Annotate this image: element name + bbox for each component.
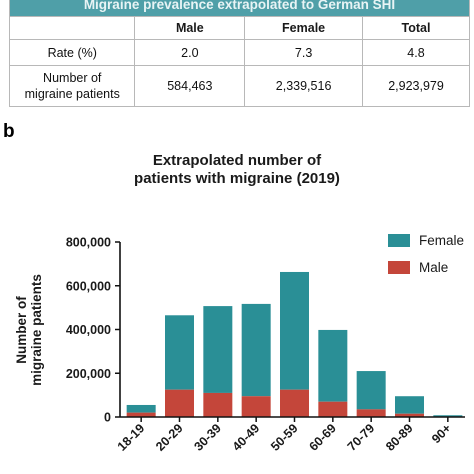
bar-male-80-89 bbox=[395, 413, 424, 417]
y-axis-label: Number ofmigraine patients bbox=[14, 274, 44, 386]
y-axis-label-line: migraine patients bbox=[29, 274, 44, 386]
bar-female-90+ bbox=[433, 415, 463, 417]
bar-male-40-49 bbox=[241, 396, 271, 417]
header-empty bbox=[8, 16, 136, 40]
bar-female-40-49 bbox=[241, 303, 271, 397]
legend-label-female: Female bbox=[419, 233, 464, 248]
bar-female-20-29 bbox=[165, 315, 194, 390]
row-label-rate: Rate (%) bbox=[8, 39, 136, 66]
table-row: Number of migraine patients 584,463 2,33… bbox=[8, 65, 471, 107]
y-axis-label-line: Number of bbox=[14, 296, 29, 364]
y-tick-label: 800,000 bbox=[66, 236, 111, 250]
x-tick-label: 40-49 bbox=[230, 421, 263, 454]
header-female: Female bbox=[244, 16, 363, 40]
cell-rate-male: 2.0 bbox=[134, 39, 246, 66]
y-tick-label: 600,000 bbox=[66, 279, 111, 293]
bars-group bbox=[126, 271, 463, 417]
bar-female-60-69 bbox=[318, 329, 348, 402]
legend-label-male: Male bbox=[419, 260, 448, 275]
row-label-number-line1: Number of bbox=[43, 71, 102, 85]
x-tick-label: 70-79 bbox=[345, 421, 378, 454]
x-tick-label: 50-59 bbox=[268, 421, 301, 454]
x-tick-label: 18-19 bbox=[115, 421, 148, 454]
x-tick-label: 80-89 bbox=[383, 421, 416, 454]
legend-swatch-male bbox=[388, 261, 410, 274]
bar-female-30-39 bbox=[203, 306, 233, 393]
bar-female-80-89 bbox=[395, 396, 424, 414]
cell-number-total: 2,923,979 bbox=[361, 65, 471, 107]
chart-title-line2: patients with migraine (2019) bbox=[134, 170, 340, 187]
bar-male-50-59 bbox=[280, 389, 309, 417]
prevalence-table: Migraine prevalence extrapolated to Germ… bbox=[8, 0, 471, 107]
legend: Female Male bbox=[388, 233, 464, 275]
bar-female-18-19 bbox=[126, 404, 156, 413]
x-tick-label: 30-39 bbox=[191, 421, 224, 454]
bar-male-30-39 bbox=[203, 392, 233, 417]
bar-male-60-69 bbox=[318, 401, 348, 417]
cell-number-male: 584,463 bbox=[134, 65, 246, 107]
bar-male-70-79 bbox=[356, 409, 386, 417]
bar-male-18-19 bbox=[126, 412, 156, 417]
chart-title: Extrapolated number of patients with mig… bbox=[0, 152, 474, 188]
row-label-number: Number of migraine patients bbox=[8, 65, 136, 107]
cell-rate-total: 4.8 bbox=[361, 39, 471, 66]
prevalence-table-container: Migraine prevalence extrapolated to Germ… bbox=[8, 0, 471, 107]
panel-label: b bbox=[3, 121, 15, 142]
y-tick-label: 400,000 bbox=[66, 323, 111, 337]
bar-female-50-59 bbox=[280, 271, 309, 390]
table-row: Rate (%) 2.0 7.3 4.8 bbox=[8, 39, 471, 66]
chart-title-line1: Extrapolated number of bbox=[152, 152, 322, 169]
row-label-number-line2: migraine patients bbox=[24, 87, 120, 101]
cell-number-female: 2,339,516 bbox=[244, 65, 363, 107]
x-tick-label: 90+ bbox=[429, 421, 454, 446]
bar-female-70-79 bbox=[356, 371, 386, 410]
bar-male-20-29 bbox=[165, 389, 194, 417]
y-tick-label: 200,000 bbox=[66, 367, 111, 381]
x-tick-label: 20-29 bbox=[153, 421, 186, 454]
legend-swatch-female bbox=[388, 234, 410, 247]
x-tick-label: 60-69 bbox=[306, 421, 339, 454]
y-tick-label: 0 bbox=[104, 411, 111, 425]
